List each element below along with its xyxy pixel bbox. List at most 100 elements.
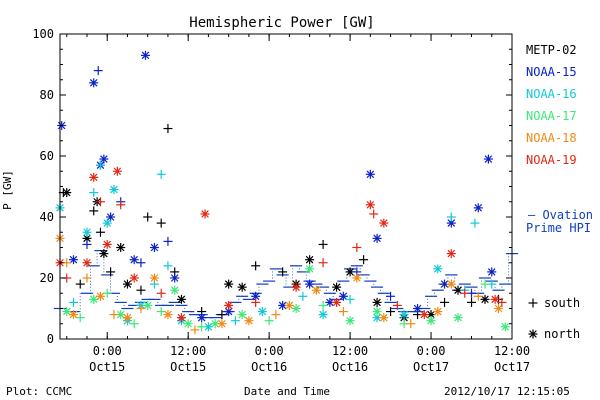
noaa-17-south-point (129, 319, 139, 329)
noaa-18-north-point (149, 273, 159, 283)
noaa-15-north-point (305, 279, 315, 289)
noaa-19-north-point (490, 294, 500, 304)
noaa-17-south-point (197, 322, 207, 332)
noaa-18-south-point (406, 319, 416, 329)
x-tick-label: 0:00 (255, 344, 284, 358)
noaa-19-south-point (95, 197, 105, 207)
noaa-18-north-point (217, 319, 227, 329)
metp-02-south-point (467, 297, 477, 307)
noaa-18-north-point (244, 316, 254, 326)
noaa-16-north-point (82, 227, 92, 237)
plot-credit: Plot: CCMC (6, 385, 72, 398)
noaa-18-south-point (271, 310, 281, 320)
noaa-17-south-point (264, 316, 274, 326)
noaa-16-south-point (230, 316, 240, 326)
noaa-15-south-point (386, 291, 396, 301)
noaa-18-north-point (95, 291, 105, 301)
x-tick-date-label: Oct16 (332, 360, 368, 374)
noaa-16-south-point (68, 297, 78, 307)
metp-02-south-point (278, 267, 288, 277)
metp-02-south-point (89, 206, 99, 216)
metp-02-south-point (318, 239, 328, 249)
noaa-18-south-point (338, 307, 348, 317)
noaa-17-north-point (426, 316, 436, 326)
noaa-19-north-point (129, 273, 139, 283)
metp-02-south-point (217, 310, 227, 320)
y-tick-label: 0 (47, 332, 54, 346)
noaa-16-north-point (433, 264, 443, 274)
noaa-16-south-point (95, 160, 105, 170)
metp-02-north-point (237, 282, 247, 292)
metp-02-south-point (95, 227, 105, 237)
noaa-19-south-point (369, 209, 379, 219)
noaa-16-south-point (89, 188, 99, 198)
x-tick-date-label: Oct17 (413, 360, 449, 374)
x-tick-date-label: Oct17 (494, 360, 530, 374)
noaa-19-north-point (365, 200, 375, 210)
noaa-17-north-point (305, 264, 315, 274)
legend-hemisphere-south: south (544, 296, 580, 310)
metp-02-north-point (372, 297, 382, 307)
noaa-18-north-point (352, 273, 362, 283)
noaa-16-north-point (102, 218, 112, 228)
legend-entry: NOAA-17 (526, 109, 577, 123)
legend-hemisphere-north: north (544, 327, 580, 341)
y-tick-label: 40 (40, 210, 54, 224)
noaa-15-north-point (89, 78, 99, 88)
metp-02-north-point (99, 249, 109, 259)
metp-02-south-point (251, 261, 261, 271)
noaa-19-north-point (224, 300, 234, 310)
noaa-19-north-point (291, 282, 301, 292)
metp-02-south-point (106, 267, 116, 277)
legend: METP-02 NOAA-15 NOAA-16 NOAA-17 NOAA-18 NOAA-… (526, 43, 593, 341)
x-tick-label: 0:00 (417, 344, 446, 358)
y-tick-label: 80 (40, 88, 54, 102)
noaa-17-south-point (156, 307, 166, 317)
x-tick-label: 12:00 (170, 344, 206, 358)
noaa-19-south-point (497, 297, 507, 307)
noaa-18-north-point (494, 304, 504, 313)
noaa-15-north-point (473, 203, 483, 213)
noaa-15-north-point (413, 304, 423, 313)
legend-entry: NOAA-16 (526, 87, 577, 101)
noaa-16-south-point (298, 291, 308, 301)
noaa-15-north-point (129, 255, 139, 265)
noaa-19-north-point (419, 310, 429, 320)
x-tick-label: 0:00 (93, 344, 122, 358)
noaa-19-north-point (332, 297, 342, 307)
noaa-18-north-point (433, 307, 443, 317)
x-tick-date-label: Oct15 (89, 360, 125, 374)
noaa-17-north-point (453, 313, 463, 323)
noaa-15-south-point (82, 239, 92, 249)
x-tick-date-label: Oct15 (170, 360, 206, 374)
legend-ovation-line2: Prime HPI (526, 221, 591, 235)
noaa-15-north-point (372, 233, 382, 243)
noaa-16-south-point (156, 169, 166, 179)
noaa-15-south-point (163, 236, 173, 246)
legend-marker-south (528, 298, 538, 308)
noaa-19-south-point (318, 258, 328, 268)
noaa-17-north-point (345, 316, 355, 326)
noaa-15-north-point (106, 212, 116, 222)
data-points (55, 50, 510, 335)
noaa-19-south-point (392, 300, 402, 310)
metp-02-north-point (176, 294, 186, 304)
legend-ovation-line1: — Ovation (528, 208, 593, 222)
metp-02-north-point (480, 294, 490, 304)
noaa-16-south-point (163, 261, 173, 271)
noaa-15-north-point (440, 279, 450, 289)
noaa-19-north-point (379, 218, 389, 228)
noaa-15-south-point (93, 66, 103, 76)
noaa-19-north-point (89, 172, 99, 182)
legend-entry: NOAA-18 (526, 131, 577, 145)
noaa-15-north-point (99, 154, 109, 164)
noaa-19-south-point (352, 243, 362, 252)
metp-02-south-point (386, 307, 396, 317)
noaa-19-south-point (251, 297, 261, 307)
metp-02-south-point (75, 279, 85, 289)
noaa-17-north-point (291, 304, 301, 313)
metp-02-south-point (143, 212, 153, 222)
metp-02-south-point (136, 285, 146, 295)
noaa-16-south-point (446, 212, 456, 222)
